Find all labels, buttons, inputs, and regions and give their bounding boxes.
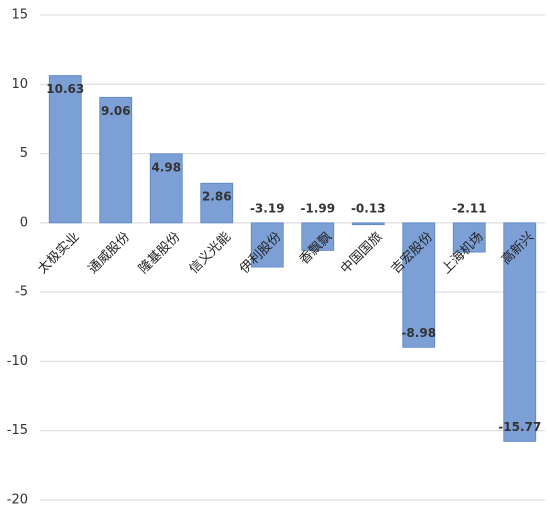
y-tick-label: -10 <box>7 354 28 369</box>
y-tick-label: 0 <box>20 215 28 230</box>
bar <box>99 96 133 224</box>
bar <box>48 75 82 224</box>
y-tick-label: 5 <box>20 146 28 161</box>
value-label: -0.13 <box>351 201 386 215</box>
bar <box>301 222 335 251</box>
bar <box>503 222 537 442</box>
value-label: 2.86 <box>202 190 232 204</box>
bar <box>351 222 385 226</box>
bar <box>200 182 234 224</box>
y-tick-label: -15 <box>7 423 28 438</box>
x-tick-label: 太极实业 <box>35 230 82 277</box>
value-label: -3.19 <box>250 201 285 215</box>
value-label: -8.98 <box>401 326 436 340</box>
bar <box>250 222 284 268</box>
x-tick-label: 中国国旅 <box>338 230 385 277</box>
value-label: -2.11 <box>452 201 487 215</box>
bar <box>452 222 486 253</box>
y-tick-label: 10 <box>11 77 28 92</box>
x-tick-label: 通威股份 <box>86 230 133 277</box>
y-tick-label: -5 <box>15 285 28 300</box>
value-label: 4.98 <box>151 160 181 174</box>
x-tick-label: 隆基股份 <box>136 230 183 277</box>
bar <box>402 222 436 348</box>
x-tick-label: 信义光能 <box>187 230 234 277</box>
bar <box>149 153 183 224</box>
y-tick-label: 15 <box>11 8 28 23</box>
value-label: 10.63 <box>46 82 84 96</box>
value-label: 9.06 <box>101 104 131 118</box>
value-label: -1.99 <box>300 201 335 215</box>
value-label: -15.77 <box>498 420 541 434</box>
y-tick-label: -20 <box>7 493 28 507</box>
